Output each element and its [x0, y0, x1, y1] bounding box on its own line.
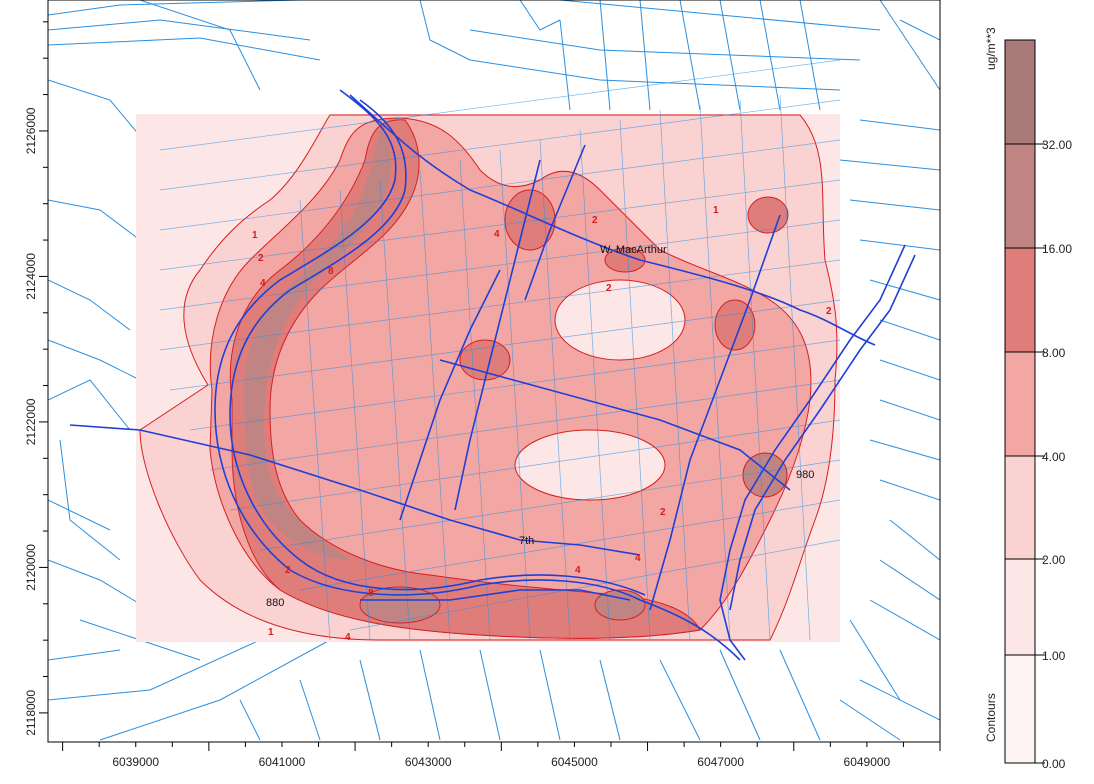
highways	[69, 89, 916, 661]
contour-number: 4	[260, 278, 266, 289]
x-tick-label: 6045000	[551, 755, 598, 769]
contour-number: 2	[258, 253, 264, 264]
y-tick-label: 2118000	[24, 690, 38, 736]
contour-number: 4	[575, 565, 581, 576]
x-tick-label: 6043000	[405, 755, 452, 769]
legend: 32.00 16.00 8.00 4.00 2.00 1.00 0.00 ug/…	[984, 27, 1072, 771]
legend-level-label: 4.00	[1042, 450, 1066, 464]
hotspot-3	[714, 299, 756, 351]
legend-band-6	[1005, 655, 1035, 763]
legend-band-3	[1005, 352, 1035, 456]
y-tick-label: 2124000	[24, 253, 38, 300]
legend-band-4	[1005, 456, 1035, 559]
legend-level-label: 2.00	[1042, 553, 1066, 567]
contour-number: 2	[826, 306, 832, 317]
x-axis: 6039000 6041000 6043000 6045000 6047000 60490…	[62, 742, 941, 769]
legend-band-0	[1005, 40, 1035, 144]
legend-level-label: 16.00	[1042, 242, 1072, 256]
hotspot-4	[747, 196, 789, 234]
legend-level-label: 8.00	[1042, 346, 1066, 360]
legend-band-2	[1005, 248, 1035, 352]
hotspot-7	[359, 586, 441, 624]
contour-number: 2	[592, 215, 598, 226]
road-label-980: 980	[796, 469, 814, 481]
legend-unit: ug/m**3	[984, 27, 998, 70]
street-network	[48, 0, 940, 741]
hotspot-2	[459, 339, 511, 381]
street-grid	[159, 59, 841, 641]
clean-area-1	[554, 279, 686, 361]
contour-number: 1	[713, 205, 719, 216]
legend-level-label: 0.00	[1042, 757, 1066, 771]
road-label-7th: 7th	[519, 535, 534, 547]
contour-number: 2	[285, 565, 291, 576]
legend-title: Contours	[984, 693, 998, 742]
contour-number: 4	[494, 229, 500, 240]
contour-number: 1	[268, 627, 274, 638]
y-axis: 2118000 2120000 2122000 2124000 2126000	[24, 21, 48, 736]
road-label-880: 880	[266, 597, 284, 609]
hotspot-1	[504, 189, 556, 251]
contour-4-8-fill	[229, 119, 701, 639]
legend-level-label: 32.00	[1042, 138, 1072, 152]
contour-number: 8	[328, 266, 334, 277]
legend-band-1	[1005, 144, 1035, 248]
y-tick-label: 2122000	[24, 398, 38, 445]
x-tick-label: 6047000	[697, 755, 744, 769]
hotspot-6	[604, 247, 646, 273]
y-tick-label: 2120000	[24, 544, 38, 591]
contour-number: 2	[606, 283, 612, 294]
contour-number: 2	[660, 507, 666, 518]
x-tick-label: 6049000	[844, 755, 891, 769]
contour-fills	[136, 114, 840, 642]
map-frame	[47, 0, 941, 743]
legend-band-5	[1005, 559, 1035, 655]
clean-area-2	[514, 429, 666, 501]
x-tick-label: 6039000	[112, 755, 159, 769]
contour-number: 1	[252, 230, 258, 241]
x-tick-label: 6041000	[259, 755, 306, 769]
contour-8-16-fill	[243, 130, 392, 560]
road-label-macarthur: W. MacArthur	[600, 244, 667, 256]
y-tick-label: 2126000	[24, 107, 38, 154]
contour-number: 8	[368, 588, 374, 599]
contour-number-labels: 1 2 4 8 2 4 1 2 4 8 2 4 4 2 1 2	[252, 205, 832, 643]
hotspot-5	[742, 452, 788, 498]
contour-number: 4	[635, 553, 641, 564]
legend-level-label: 1.00	[1042, 649, 1066, 663]
contour-number: 4	[345, 632, 351, 643]
